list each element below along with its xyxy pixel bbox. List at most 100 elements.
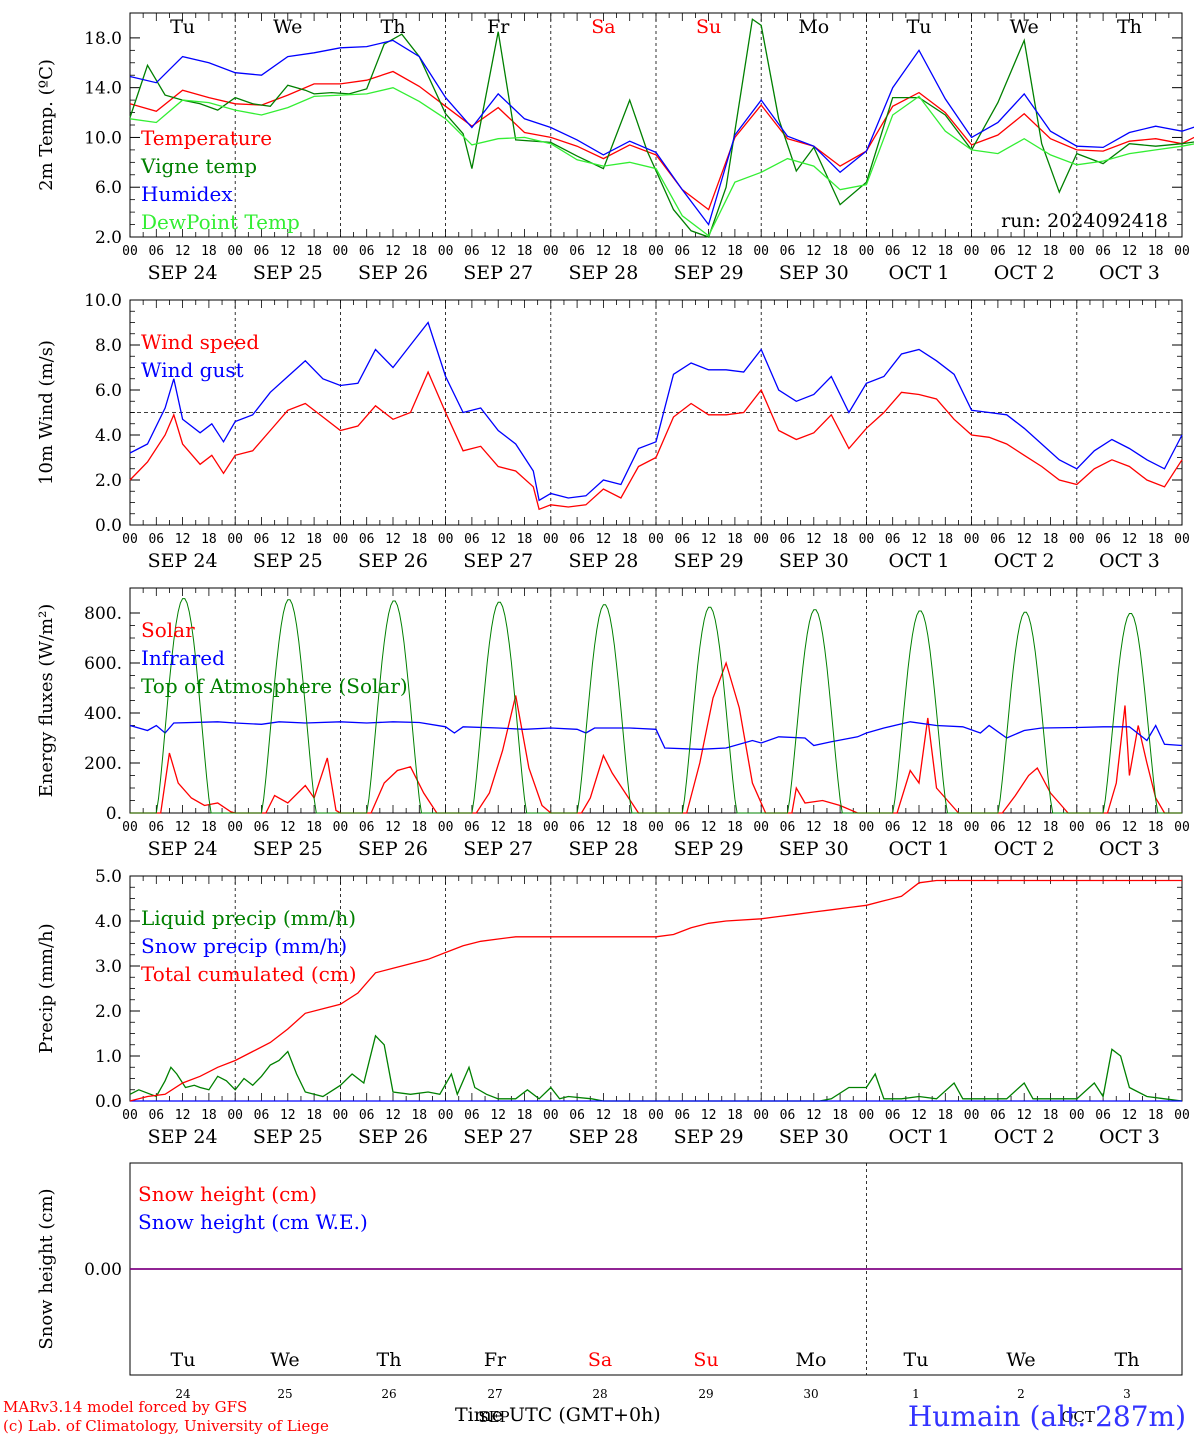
panel-2: 00 06 12 18 00 06 12 18 00 06 12 18 00 06 12 18 00 06 12 18… — [122, 299, 1190, 572]
weekday-label: Mo — [796, 1349, 827, 1371]
series-humidex — [129, 39, 1194, 227]
y-tick-label: 5.0 — [95, 867, 122, 887]
hour-tick-label: 00 — [333, 820, 349, 835]
hour-tick-label: 12 — [280, 1108, 296, 1123]
hour-tick-label: 12 — [911, 532, 927, 547]
hour-tick-label: 12 — [701, 244, 717, 259]
station-label: Humain (alt. 287m) — [907, 1400, 1186, 1433]
date-label: OCT 1 — [889, 262, 950, 284]
y-axis-title: 10m Wind (m/s) — [36, 340, 57, 485]
series-dewpoint-temp — [129, 87, 1194, 237]
y-tick-label: 2.0 — [95, 1002, 122, 1022]
hour-tick-label: 06 — [464, 532, 480, 547]
hour-tick-label: 18 — [937, 244, 953, 259]
hour-tick-label: 00 — [753, 1108, 769, 1123]
weekday-row-top: Tu We Th Fr Sa Su Mo Tu We Th — [170, 16, 1142, 38]
time-axis-title: Time UTC (GMT+0h) — [455, 1404, 661, 1426]
weekday-label: Su — [696, 16, 721, 38]
hour-tick-label: 12 — [1122, 532, 1138, 547]
credits: MARv3.14 model forced by GFS (c) Lab. of… — [3, 1398, 329, 1436]
legend-entry: Snow height (cm W.E.) — [138, 1210, 368, 1234]
hour-tick-label: 18 — [411, 820, 427, 835]
hour-tick-label: 18 — [937, 532, 953, 547]
hour-tick-label: 00 — [1069, 244, 1085, 259]
legend-entry: Vigne temp — [140, 154, 257, 178]
hour-tick-label: 06 — [674, 820, 690, 835]
hour-tick-label: 06 — [1095, 244, 1111, 259]
hour-tick-label: 18 — [517, 532, 533, 547]
weekday-label: Sa — [588, 1349, 612, 1371]
hour-tick-label: 00 — [333, 1108, 349, 1123]
hour-tick-label: 06 — [359, 820, 375, 835]
hour-tick-label: 00 — [1174, 820, 1190, 835]
date-label: SEP 27 — [463, 550, 533, 572]
date-label: SEP 30 — [779, 838, 849, 860]
day-number: 30 — [803, 1387, 818, 1401]
date-label: SEP 24 — [148, 262, 218, 284]
hour-tick-label: 18 — [622, 532, 638, 547]
hour-tick-label: 18 — [1148, 532, 1164, 547]
hour-tick-label: 00 — [438, 244, 454, 259]
date-label: SEP 27 — [463, 262, 533, 284]
legend: Temperature Vigne temp Humidex DewPoint Tem… — [140, 126, 1168, 234]
hour-tick-label: 12 — [806, 532, 822, 547]
hour-tick-label: 12 — [1122, 244, 1138, 259]
hour-tick-label: 12 — [911, 244, 927, 259]
hour-tick-label: 06 — [464, 244, 480, 259]
y-axis-title: Snow height (cm) — [36, 1188, 57, 1349]
hour-tick-label: 18 — [201, 820, 217, 835]
legend-entry: DewPoint Temp — [141, 210, 300, 234]
hour-tick-label: 00 — [753, 244, 769, 259]
hour-tick-label: 00 — [333, 532, 349, 547]
panel-3: 00 06 12 18 00 06 12 18 00 06 12 18 00 06 12 18 00 06 12 18… — [122, 587, 1190, 860]
hour-tick-label: 18 — [622, 244, 638, 259]
hour-tick-label: 18 — [517, 1108, 533, 1123]
day-number: 26 — [381, 1387, 396, 1401]
date-label: OCT 1 — [889, 1126, 950, 1148]
hour-tick-label: 06 — [569, 1108, 585, 1123]
hour-tick-label: 12 — [280, 532, 296, 547]
hour-tick-label: 18 — [1043, 532, 1059, 547]
weekday-label: Fr — [487, 16, 510, 38]
date-label: SEP 26 — [358, 838, 428, 860]
hour-tick-label: 18 — [1148, 244, 1164, 259]
hour-tick-label: 06 — [148, 820, 164, 835]
hour-tick-label: 06 — [780, 244, 796, 259]
y-tick-label: 400. — [84, 704, 122, 724]
y-tick-label: 800. — [84, 604, 122, 624]
hour-tick-label: 06 — [780, 820, 796, 835]
hour-tick-label: 06 — [780, 1108, 796, 1123]
hour-tick-label: 12 — [385, 1108, 401, 1123]
series-wind-speed — [129, 370, 1183, 511]
date-label: SEP 26 — [358, 262, 428, 284]
hour-tick-label: 00 — [1069, 1108, 1085, 1123]
hour-tick-label: 06 — [359, 1108, 375, 1123]
hour-tick-label: 18 — [937, 820, 953, 835]
y-axis-title: 2m Temp. (ºC) — [36, 59, 57, 191]
weekday-label: We — [1006, 1349, 1035, 1371]
hour-tick-label: 12 — [175, 820, 191, 835]
hour-tick-label: 18 — [201, 1108, 217, 1123]
hour-tick-label: 00 — [122, 820, 138, 835]
hour-tick-label: 00 — [122, 244, 138, 259]
y-tick-label: 10.0 — [84, 128, 122, 148]
hour-tick-label: 06 — [254, 532, 270, 547]
hour-tick-label: 18 — [411, 244, 427, 259]
hour-tick-label: 00 — [648, 532, 664, 547]
day-number: 25 — [277, 1387, 292, 1401]
hour-tick-label: 06 — [1095, 820, 1111, 835]
hour-tick-label: 00 — [438, 820, 454, 835]
hour-tick-label: 06 — [254, 1108, 270, 1123]
legend: Snow height (cm) Snow height (cm W.E.) — [138, 1182, 368, 1234]
weekday-label: Tu — [907, 16, 932, 38]
y-tick-label: 0.0 — [95, 1092, 122, 1112]
hour-tick-label: 00 — [964, 820, 980, 835]
hour-tick-label: 06 — [990, 1108, 1006, 1123]
hour-tick-label: 06 — [990, 820, 1006, 835]
day-number: 28 — [592, 1387, 607, 1401]
hour-tick-label: 18 — [832, 820, 848, 835]
hour-tick-label: 12 — [596, 244, 612, 259]
legend-entry: Humidex — [141, 182, 233, 206]
y-axis: 0.0 2.0 4.0 6.0 8.0 10.0 10m Wind (m/s) — [36, 291, 1182, 536]
